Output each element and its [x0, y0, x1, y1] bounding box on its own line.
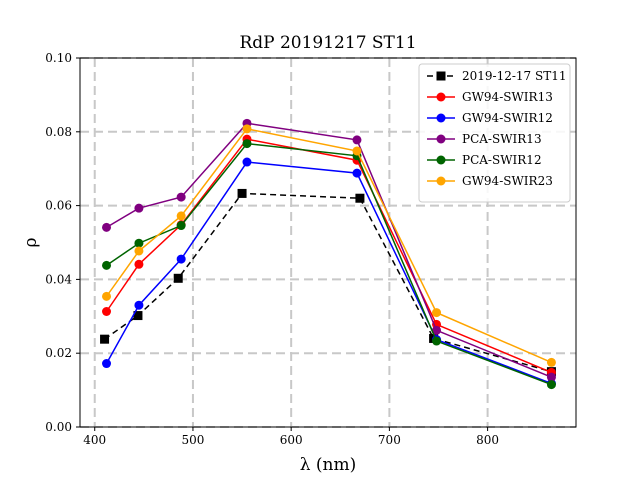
data-point: [355, 193, 365, 203]
legend-frame: [418, 63, 571, 203]
x-tick-label: 800: [476, 433, 499, 447]
data-point: [546, 372, 556, 382]
data-point: [102, 291, 112, 301]
data-point: [176, 211, 186, 221]
y-tick-label: 0.08: [45, 125, 72, 139]
chart-title: RdP 20191217 ST11: [239, 33, 416, 53]
legend-item: GW94-SWIR13: [427, 90, 553, 104]
data-point: [134, 246, 144, 256]
data-point: [173, 273, 183, 283]
y-tick-label: 0.02: [45, 346, 72, 360]
data-point: [237, 188, 247, 198]
legend-marker: [436, 176, 446, 186]
data-point: [432, 308, 442, 318]
data-point: [352, 146, 362, 156]
plot-frame: [79, 57, 577, 428]
legend-marker: [436, 134, 446, 144]
x-tick-label: 700: [378, 433, 401, 447]
data-point: [352, 168, 362, 178]
x-tick-label: 500: [181, 433, 204, 447]
y-tick-label: 0.04: [45, 272, 72, 286]
data-point: [133, 311, 143, 321]
data-point: [134, 259, 144, 269]
data-point: [546, 380, 556, 390]
ticks: 400 500 600 700 800 0.00 0.02 0.04 0.06 0.08 0.10: [45, 51, 499, 447]
x-tick-label: 400: [83, 433, 106, 447]
legend: 2019-12-17 ST11 GW94-SWIR13 GW94-SWIR12 PCA…: [418, 63, 571, 203]
legend-marker: [436, 92, 446, 102]
data-point: [352, 135, 362, 145]
data-point: [102, 260, 112, 270]
x-tick-label: 600: [280, 433, 303, 447]
data-point: [432, 336, 442, 346]
y-tick-label: 0.10: [45, 51, 72, 65]
legend-label: PCA-SWIR12: [462, 153, 542, 167]
data-point: [134, 300, 144, 310]
data-point: [102, 307, 112, 317]
legend-marker: [436, 113, 446, 123]
data-point: [242, 157, 252, 167]
y-tick-label: 0.00: [45, 420, 72, 434]
legend-item: 2019-12-17 ST11: [427, 69, 567, 83]
data-point: [134, 238, 144, 248]
data-point: [242, 124, 252, 134]
x-axis-label: λ (nm): [300, 455, 357, 475]
data-point: [176, 254, 186, 264]
series-layer: [100, 118, 556, 390]
data-point: [102, 222, 112, 232]
legend-label: PCA-SWIR13: [462, 132, 542, 146]
data-point: [134, 203, 144, 213]
series-5: [102, 124, 556, 367]
data-point: [432, 325, 442, 335]
data-point: [546, 357, 556, 367]
data-point: [176, 221, 186, 231]
legend-marker: [436, 71, 446, 81]
legend-marker: [436, 155, 446, 165]
legend-item: GW94-SWIR23: [427, 174, 553, 188]
legend-label: GW94-SWIR12: [462, 111, 553, 125]
y-tick-label: 0.06: [45, 199, 72, 213]
legend-item: PCA-SWIR13: [427, 132, 542, 146]
legend-label: 2019-12-17 ST11: [462, 69, 567, 83]
legend-label: GW94-SWIR23: [462, 174, 553, 188]
data-point: [242, 139, 252, 149]
legend-label: GW94-SWIR13: [462, 90, 553, 104]
y-axis-label: ρ: [21, 238, 41, 248]
legend-item: PCA-SWIR12: [427, 153, 542, 167]
data-point: [102, 359, 112, 369]
data-point: [176, 192, 186, 202]
data-point: [100, 334, 110, 344]
legend-item: GW94-SWIR12: [427, 111, 553, 125]
series-4: [102, 139, 556, 390]
